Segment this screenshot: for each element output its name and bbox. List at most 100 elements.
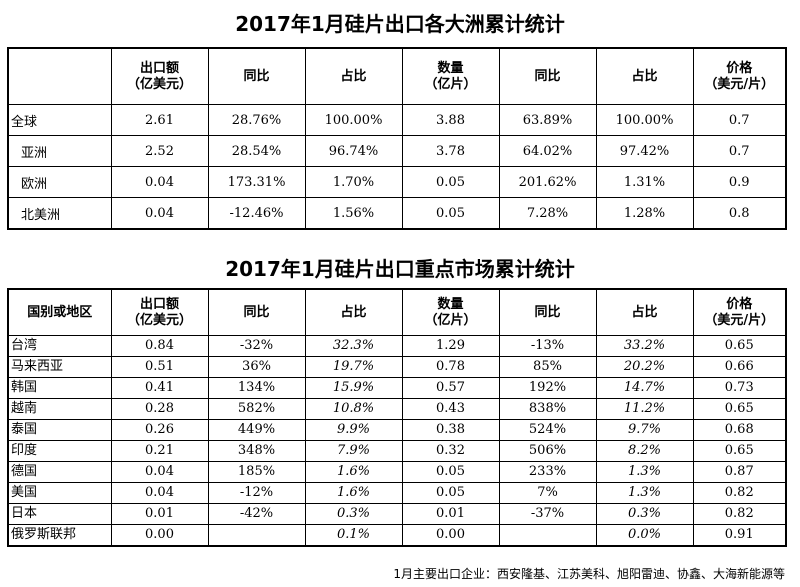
- region-name: 泰国: [7, 419, 112, 441]
- header-cell: 国别或地区: [7, 288, 112, 336]
- value-yoy: [207, 524, 306, 547]
- export-value: 0.04: [110, 166, 209, 198]
- export-value: 0.00: [110, 524, 209, 547]
- price: 0.8: [692, 197, 787, 230]
- price: 0.87: [692, 461, 787, 483]
- header-cell: [7, 47, 112, 105]
- continent-table: 出口额 （亿美元） 同比 占比 数量 （亿片） 同比 占比 价格 （美元/片） …: [7, 47, 787, 230]
- region-name: 美国: [7, 482, 112, 504]
- header-cell: 价格 （美元/片）: [692, 47, 787, 105]
- quantity-share: 97.42%: [595, 135, 694, 167]
- value-yoy: -32%: [207, 335, 306, 357]
- quantity-yoy: -37%: [498, 503, 597, 525]
- quantity: 1.29: [401, 335, 500, 357]
- quantity: 0.05: [401, 482, 500, 504]
- quantity-share: 1.3%: [595, 482, 694, 504]
- export-value: 0.41: [110, 377, 209, 399]
- value-yoy: 173.31%: [207, 166, 306, 198]
- export-value: 0.51: [110, 356, 209, 378]
- header-cell: 占比: [304, 288, 403, 336]
- price: 0.7: [692, 104, 787, 136]
- export-value: 0.04: [110, 482, 209, 504]
- header-cell: 数量 （亿片）: [401, 288, 500, 336]
- quantity-yoy: [498, 524, 597, 547]
- quantity-yoy: 838%: [498, 398, 597, 420]
- export-value: 2.61: [110, 104, 209, 136]
- quantity-yoy: -13%: [498, 335, 597, 357]
- table-row: 韩国 0.41 134% 15.9% 0.57 192% 14.7% 0.73: [7, 377, 787, 399]
- table-row: 欧洲 0.04 173.31% 1.70% 0.05 201.62% 1.31%…: [7, 166, 787, 198]
- header-cell: 出口额 （亿美元）: [110, 47, 209, 105]
- price: 0.65: [692, 335, 787, 357]
- price: 0.82: [692, 482, 787, 504]
- region-name: 全球: [7, 104, 112, 136]
- value-yoy: 134%: [207, 377, 306, 399]
- value-yoy: 28.54%: [207, 135, 306, 167]
- quantity: 3.88: [401, 104, 500, 136]
- table-row: 日本 0.01 -42% 0.3% 0.01 -37% 0.3% 0.82: [7, 503, 787, 525]
- quantity-share: 0.3%: [595, 503, 694, 525]
- region-name: 北美洲: [7, 197, 112, 230]
- table-row: 泰国 0.26 449% 9.9% 0.38 524% 9.7% 0.68: [7, 419, 787, 441]
- table-row: 美国 0.04 -12% 1.6% 0.05 7% 1.3% 0.82: [7, 482, 787, 504]
- export-value: 0.28: [110, 398, 209, 420]
- export-value: 0.84: [110, 335, 209, 357]
- export-value: 0.21: [110, 440, 209, 462]
- table-row: 台湾 0.84 -32% 32.3% 1.29 -13% 33.2% 0.65: [7, 335, 787, 357]
- quantity-yoy: 506%: [498, 440, 597, 462]
- value-yoy: 185%: [207, 461, 306, 483]
- footnote: 1月主要出口企业：西安隆基、江苏美科、旭阳雷迪、协鑫、大海新能源等: [393, 567, 785, 581]
- price: 0.65: [692, 398, 787, 420]
- region-name: 韩国: [7, 377, 112, 399]
- export-value: 0.04: [110, 461, 209, 483]
- quantity-share: 0.0%: [595, 524, 694, 547]
- value-yoy: 28.76%: [207, 104, 306, 136]
- price: 0.66: [692, 356, 787, 378]
- quantity-yoy: 7.28%: [498, 197, 597, 230]
- region-name: 亚洲: [7, 135, 112, 167]
- quantity-yoy: 85%: [498, 356, 597, 378]
- quantity: 0.78: [401, 356, 500, 378]
- quantity-yoy: 64.02%: [498, 135, 597, 167]
- quantity-yoy: 63.89%: [498, 104, 597, 136]
- value-yoy: -12.46%: [207, 197, 306, 230]
- value-share: 32.3%: [304, 335, 403, 357]
- value-share: 9.9%: [304, 419, 403, 441]
- region-name: 俄罗斯联邦: [7, 524, 112, 547]
- quantity-yoy: 524%: [498, 419, 597, 441]
- price: 0.7: [692, 135, 787, 167]
- table-row: 全球 2.61 28.76% 100.00% 3.88 63.89% 100.0…: [7, 104, 787, 136]
- header-cell: 同比: [207, 47, 306, 105]
- quantity-yoy: 7%: [498, 482, 597, 504]
- value-yoy: -42%: [207, 503, 306, 525]
- value-yoy: -12%: [207, 482, 306, 504]
- region-name: 日本: [7, 503, 112, 525]
- region-name: 台湾: [7, 335, 112, 357]
- quantity-share: 33.2%: [595, 335, 694, 357]
- value-share: 1.6%: [304, 482, 403, 504]
- table-row: 俄罗斯联邦 0.00 0.1% 0.00 0.0% 0.91: [7, 524, 787, 547]
- region-name: 马来西亚: [7, 356, 112, 378]
- quantity: 0.38: [401, 419, 500, 441]
- value-yoy: 582%: [207, 398, 306, 420]
- value-share: 10.8%: [304, 398, 403, 420]
- price: 0.9: [692, 166, 787, 198]
- value-yoy: 348%: [207, 440, 306, 462]
- market-table-body: 台湾 0.84 -32% 32.3% 1.29 -13% 33.2% 0.65 马来西亚 0.51…: [7, 335, 787, 547]
- value-share: 0.1%: [304, 524, 403, 547]
- quantity-share: 1.28%: [595, 197, 694, 230]
- table-row: 印度 0.21 348% 7.9% 0.32 506% 8.2% 0.65: [7, 440, 787, 462]
- header-cell: 占比: [595, 47, 694, 105]
- export-value: 2.52: [110, 135, 209, 167]
- header-cell: 占比: [595, 288, 694, 336]
- value-share: 15.9%: [304, 377, 403, 399]
- region-name: 越南: [7, 398, 112, 420]
- value-share: 1.6%: [304, 461, 403, 483]
- value-share: 19.7%: [304, 356, 403, 378]
- price: 0.65: [692, 440, 787, 462]
- header-cell: 数量 （亿片）: [401, 47, 500, 105]
- quantity-share: 11.2%: [595, 398, 694, 420]
- quantity-share: 20.2%: [595, 356, 694, 378]
- header-cell: 同比: [498, 288, 597, 336]
- quantity-share: 100.00%: [595, 104, 694, 136]
